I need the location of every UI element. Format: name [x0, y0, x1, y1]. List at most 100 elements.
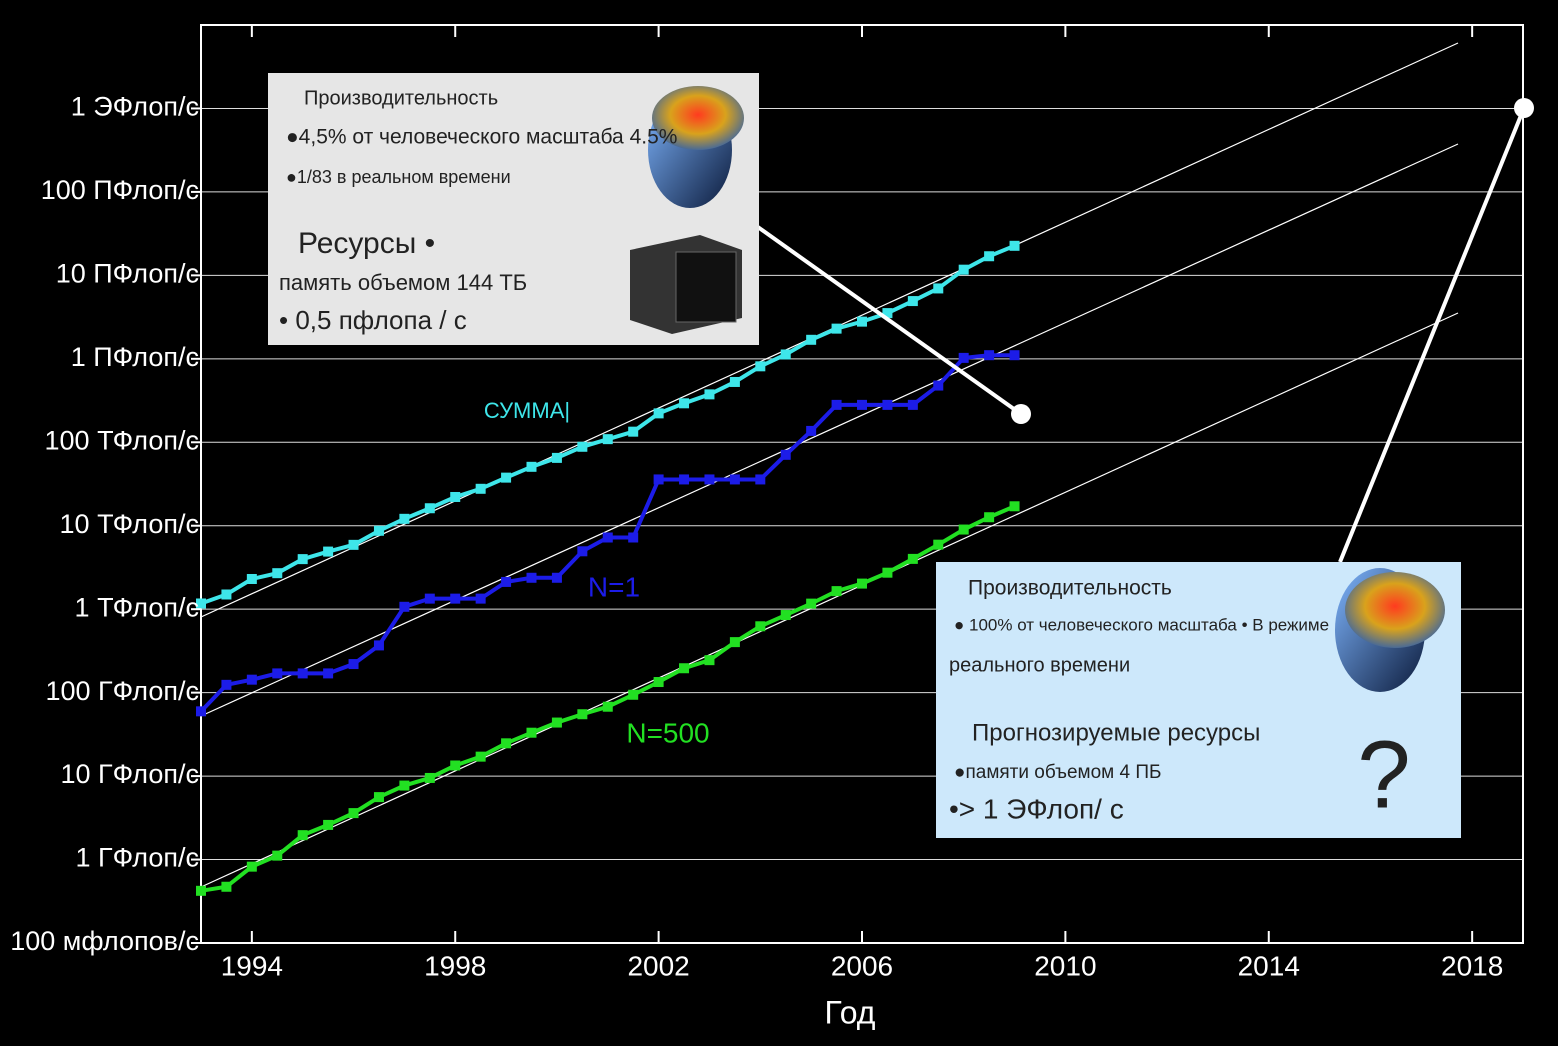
- y-tick-label: 1 ПФлоп/с: [71, 342, 199, 372]
- y-tick-label: 100 ГФлоп/с: [46, 676, 200, 706]
- data-point: [526, 727, 537, 738]
- data-point: [297, 668, 308, 679]
- data-point: [450, 593, 461, 604]
- data-point: [424, 593, 435, 604]
- data-point: [272, 568, 283, 579]
- data-point: [602, 532, 613, 543]
- y-tick-label: 10 ТФлоп/с: [60, 509, 199, 539]
- data-point: [653, 474, 664, 485]
- data-point: [348, 808, 359, 819]
- data-point: [501, 738, 512, 749]
- data-point: [653, 408, 664, 419]
- data-point: [551, 452, 562, 463]
- data-point: [373, 792, 384, 803]
- data-point: [831, 399, 842, 410]
- data-point: [297, 830, 308, 841]
- data-point: [958, 352, 969, 363]
- data-point: [196, 706, 206, 717]
- data-point: [755, 621, 766, 632]
- y-tick-label: 100 ПФлоп/с: [41, 175, 199, 205]
- trend-line: [200, 312, 1459, 888]
- data-point: [475, 483, 486, 494]
- brain-icon: [648, 86, 744, 208]
- data-point: [882, 399, 893, 410]
- annotation: •> 1 ЭФлоп/ с: [949, 793, 1124, 824]
- data-point: [602, 701, 613, 712]
- annotation: ●1/83 в реальном времени: [286, 167, 511, 187]
- data-point: [831, 323, 842, 334]
- data-point: [399, 780, 410, 791]
- data-point: [221, 881, 232, 892]
- data-point: [373, 525, 384, 536]
- data-point: [551, 717, 562, 728]
- data-point: [958, 264, 969, 275]
- annotation: • 0,5 пфлопа / с: [279, 305, 467, 335]
- data-point: [373, 640, 384, 651]
- data-point: [679, 398, 690, 409]
- data-point: [679, 474, 690, 485]
- axes: 100 мфлопов/с 1 ГФлоп/с 10 ГФлоп/с 100 ГФло…: [10, 25, 1503, 981]
- data-point: [501, 472, 512, 483]
- data-point: [196, 885, 206, 896]
- annotation: ?: [1357, 721, 1410, 828]
- data-point: [857, 399, 867, 410]
- callout-box: Производительность ● 100% от человеческо…: [936, 562, 1461, 838]
- data-point: [424, 503, 435, 514]
- data-point: [196, 598, 206, 609]
- data-point: [729, 474, 740, 485]
- annotation: реального времени: [949, 654, 1130, 676]
- data-point: [984, 350, 995, 361]
- data-point: [1009, 501, 1020, 512]
- data-point: [1009, 240, 1020, 251]
- data-point: [551, 572, 562, 583]
- annotation: ●4,5% от человеческого масштаба 4.5%: [286, 126, 677, 149]
- callout-box: Производительность ●4,5% от человеческог…: [268, 73, 759, 345]
- data-point: [729, 637, 740, 648]
- data-point: [780, 610, 791, 621]
- data-point: [907, 399, 918, 410]
- y-tick-label: 1 ТФлоп/с: [75, 592, 199, 622]
- data-point: [323, 819, 334, 830]
- grid: [201, 107, 1523, 861]
- brain-icon: [1335, 568, 1445, 692]
- data-point: [907, 296, 918, 307]
- server-icon: [630, 235, 742, 334]
- data-point: [577, 709, 588, 720]
- annotation: ● 100% от человеческого масштаба • В реж…: [954, 615, 1329, 634]
- data-point: [679, 663, 690, 674]
- data-point: [857, 316, 867, 327]
- x-tick-label: 2010: [1034, 950, 1096, 981]
- series-label: N=1: [588, 571, 640, 602]
- callout-line: [1338, 107, 1526, 563]
- data-point: [602, 434, 613, 445]
- data-point: [780, 349, 791, 360]
- data-point: [323, 668, 334, 679]
- data-point: [882, 567, 893, 578]
- data-point: [348, 659, 359, 670]
- y-tick-label: 1 ЭФлоп/с: [71, 92, 199, 122]
- trend-line: [200, 143, 1459, 717]
- data-point: [628, 532, 639, 543]
- x-axis-title: Год: [825, 994, 876, 1030]
- data-point: [577, 441, 588, 452]
- data-point: [526, 572, 537, 583]
- data-point: [857, 578, 867, 589]
- data-point: [831, 586, 842, 597]
- data-point: [399, 513, 410, 524]
- data-point: [628, 689, 639, 700]
- data-point: [933, 283, 944, 294]
- data-point: [933, 539, 944, 550]
- data-point: [577, 546, 588, 557]
- x-tick-label: 2002: [627, 950, 689, 981]
- data-point: [221, 589, 232, 600]
- x-tick-label: 1998: [424, 950, 486, 981]
- data-point: [882, 308, 893, 319]
- x-tick-label: 2014: [1238, 950, 1300, 981]
- data-point: [729, 376, 740, 387]
- data-point: [755, 361, 766, 372]
- data-point: [272, 668, 283, 679]
- annotation: память объемом 144 ТБ: [279, 270, 527, 295]
